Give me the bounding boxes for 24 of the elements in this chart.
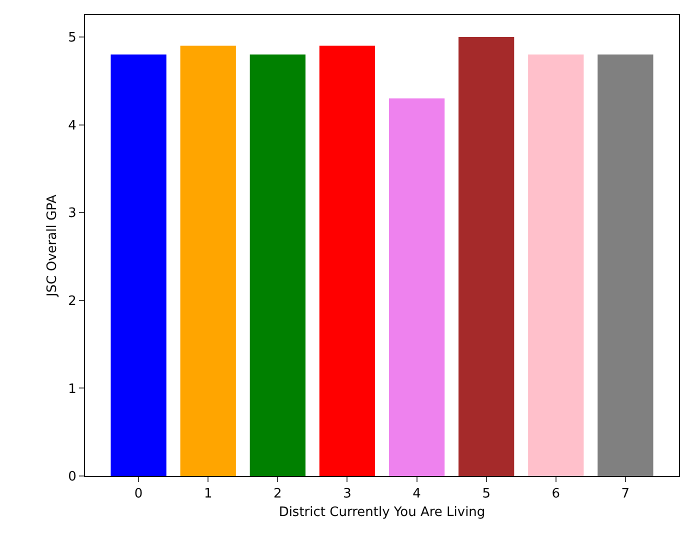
x-tick-label: 1 — [204, 486, 212, 502]
bar — [528, 54, 584, 476]
bar — [598, 54, 654, 476]
bar — [250, 54, 306, 476]
x-tick-label: 3 — [343, 486, 352, 502]
x-tick-label: 6 — [552, 486, 560, 502]
y-tick-label: 0 — [68, 470, 76, 485]
bar — [110, 54, 166, 476]
y-tick-label: 2 — [68, 294, 76, 309]
y-tick-label: 1 — [68, 382, 76, 397]
bar — [180, 46, 236, 476]
bar — [458, 36, 514, 476]
x-axis-title: District Currently You Are Living — [278, 505, 486, 520]
x-tick-label: 2 — [274, 486, 282, 502]
x-tick-label: 5 — [482, 486, 490, 502]
bar — [388, 98, 445, 476]
y-tick-label: 3 — [68, 206, 76, 222]
y-axis-title: JSC Overall GPA — [45, 194, 60, 298]
y-tick-label: 5 — [68, 30, 76, 46]
bar — [319, 46, 376, 476]
x-tick-label: 7 — [621, 486, 630, 502]
x-tick-label: 0 — [134, 486, 143, 502]
y-tick-label: 4 — [68, 118, 76, 134]
x-tick-label: 4 — [412, 486, 421, 502]
